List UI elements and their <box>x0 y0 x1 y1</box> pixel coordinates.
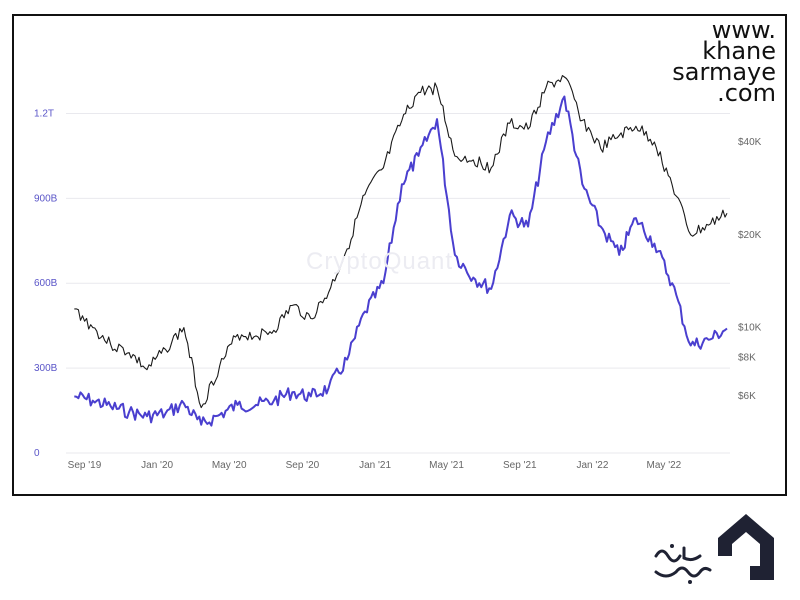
x-tick-label: Jan '21 <box>359 460 391 471</box>
right-tick-label: $8K <box>738 352 756 363</box>
site-url: www. khane sarmaye .com <box>672 16 776 107</box>
site-url-line-1: www. <box>711 16 776 44</box>
x-tick-label: Jan '20 <box>141 460 173 471</box>
grid <box>66 112 730 454</box>
x-tick-label: Sep '21 <box>503 460 537 471</box>
right-tick-label: $6K <box>738 391 756 402</box>
chart: 0 300B 600B 900B 1.2T $6K $8K $10K $20K $40K Sep… <box>34 75 762 471</box>
right-tick-label: $20K <box>738 230 762 241</box>
chart-frame: 0 300B 600B 900B 1.2T $6K $8K $10K $20K $40K Sep… <box>12 14 787 496</box>
right-tick-label: $40K <box>738 137 762 148</box>
x-tick-label: Sep '20 <box>286 460 320 471</box>
x-tick-label: Sep '19 <box>68 460 102 471</box>
x-tick-label: May '21 <box>429 460 464 471</box>
x-tick-label: Jan '22 <box>576 460 608 471</box>
left-tick-label: 900B <box>34 193 58 204</box>
site-url-line-2: khane <box>702 37 776 65</box>
right-axis-ticks: $6K $8K $10K $20K $40K <box>738 137 762 402</box>
site-url-line-3: sarmaye <box>672 58 776 86</box>
left-tick-label: 300B <box>34 363 58 374</box>
site-url-line-4: .com <box>717 79 776 107</box>
x-tick-label: May '22 <box>647 460 682 471</box>
price-series-line <box>74 75 728 409</box>
left-tick-label: 0 <box>34 448 40 459</box>
x-tick-label: May '20 <box>212 460 247 471</box>
market-cap-series-line <box>74 95 728 427</box>
khane-sarmaye-logo-icon <box>650 508 780 595</box>
left-axis-ticks: 0 300B 600B 900B 1.2T <box>34 108 58 459</box>
watermark: CryptoQuant <box>306 248 454 275</box>
x-axis-ticks: Sep '19 Jan '20 May '20 Sep '20 Jan '21 May '… <box>68 460 682 471</box>
left-tick-label: 1.2T <box>34 108 54 119</box>
right-tick-label: $10K <box>738 323 762 334</box>
left-tick-label: 600B <box>34 278 58 289</box>
